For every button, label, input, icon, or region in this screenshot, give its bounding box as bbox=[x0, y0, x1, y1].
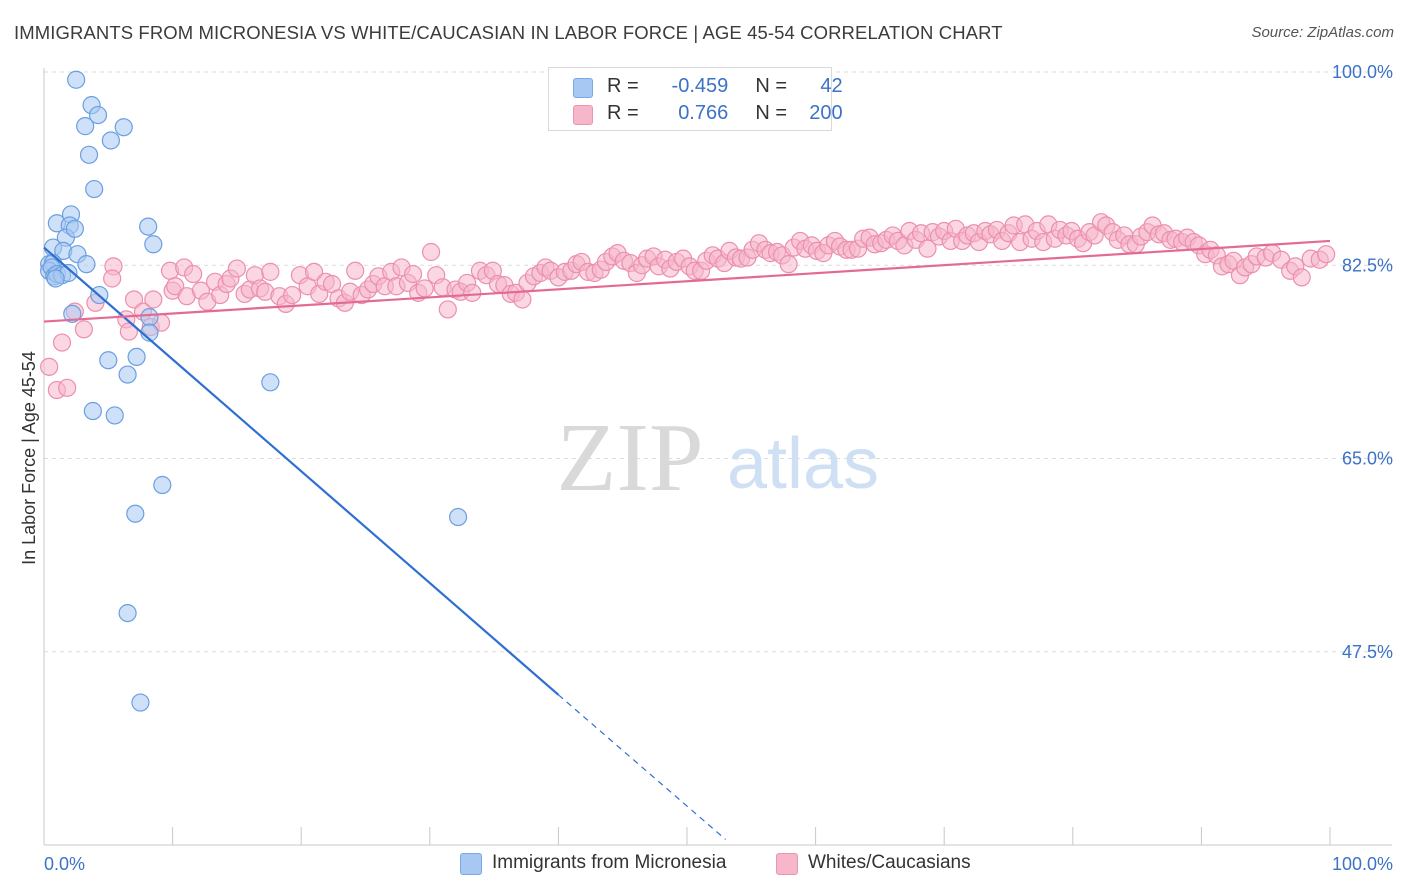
whites-point-67 bbox=[463, 283, 482, 302]
whites-point-57 bbox=[403, 264, 423, 284]
y-tick-label-3: 47.5% bbox=[1342, 642, 1393, 662]
x-tick-label-1: 100.0% bbox=[1332, 854, 1393, 874]
whites-point-59 bbox=[415, 279, 434, 298]
micronesia-point-35 bbox=[261, 373, 280, 392]
micronesia-point-3 bbox=[88, 105, 108, 125]
micronesia-point-29 bbox=[63, 304, 82, 323]
trend-line-whites bbox=[43, 239, 1331, 323]
micronesia-point-37 bbox=[105, 406, 124, 425]
whites-point-47 bbox=[346, 261, 365, 280]
whites-point-0 bbox=[40, 357, 59, 376]
y-axis-label: In Labor Force | Age 45-54 bbox=[19, 351, 39, 565]
micronesia-point-2 bbox=[76, 117, 95, 136]
whites-point-37 bbox=[283, 285, 302, 305]
micronesia-point-5 bbox=[114, 118, 133, 137]
micronesia-point-32 bbox=[99, 351, 118, 370]
legend-r-value: -0.459 bbox=[671, 75, 729, 97]
whites-point-120 bbox=[779, 255, 798, 274]
watermark: ZIP atlas bbox=[557, 404, 880, 512]
legend-r-label: R = bbox=[607, 102, 639, 124]
trend-line-micronesia bbox=[43, 246, 560, 696]
bottom-legend-swatch-pink bbox=[776, 853, 798, 875]
grid-lines bbox=[44, 71, 1392, 653]
whites-point-28 bbox=[227, 259, 246, 278]
legend-n-value: 200 bbox=[809, 102, 843, 124]
series-immigrants-micronesia bbox=[40, 70, 468, 712]
whites-point-3 bbox=[52, 333, 72, 352]
y-tick-label-1: 82.5% bbox=[1342, 255, 1393, 275]
whites-point-5 bbox=[74, 320, 93, 339]
axes bbox=[43, 68, 1392, 846]
micronesia-point-42 bbox=[131, 693, 150, 712]
whites-point-207 bbox=[1292, 268, 1311, 287]
whites-point-63 bbox=[438, 300, 457, 319]
whites-point-60 bbox=[421, 242, 441, 262]
watermark-zip: ZIP bbox=[557, 404, 704, 512]
micronesia-point-40 bbox=[448, 507, 468, 527]
trend-line-micronesia-extension bbox=[558, 694, 726, 840]
whites-point-8 bbox=[103, 269, 122, 288]
micronesia-point-27 bbox=[46, 269, 65, 288]
watermark-atlas: atlas bbox=[727, 424, 879, 504]
legend-swatch-pink bbox=[573, 105, 593, 125]
micronesia-point-39 bbox=[126, 504, 145, 523]
correlation-legend: R = -0.459 N = 42 R = 0.766 N = 200 bbox=[548, 67, 843, 131]
micronesia-point-14 bbox=[144, 235, 163, 254]
micronesia-point-13 bbox=[139, 217, 158, 236]
y-tick-label-2: 65.0% bbox=[1342, 449, 1393, 469]
micronesia-point-33 bbox=[127, 347, 146, 367]
whites-point-12 bbox=[119, 322, 138, 341]
tick-labels: 100.0% 82.5% 65.0% 47.5% 0.0% 100.0% bbox=[44, 62, 1393, 874]
micronesia-point-30 bbox=[140, 308, 159, 327]
trend-lines bbox=[43, 239, 1331, 840]
legend-n-value: 42 bbox=[820, 75, 843, 97]
whites-point-144 bbox=[918, 239, 937, 258]
whites-point-210 bbox=[1317, 245, 1336, 264]
bottom-legend-label: Immigrants from Micronesia bbox=[492, 852, 727, 873]
micronesia-point-6 bbox=[79, 145, 99, 164]
whites-point-21 bbox=[184, 264, 203, 284]
micronesia-point-36 bbox=[83, 401, 102, 421]
micronesia-point-34 bbox=[118, 365, 137, 384]
micronesia-point-0 bbox=[67, 70, 86, 89]
whites-point-40 bbox=[304, 262, 324, 281]
whites-point-10 bbox=[124, 290, 144, 309]
whites-point-18 bbox=[166, 277, 185, 296]
micronesia-point-7 bbox=[85, 179, 104, 199]
legend-n-label: N = bbox=[755, 75, 788, 97]
micronesia-point-18 bbox=[77, 255, 96, 274]
bottom-legend-swatch-blue bbox=[460, 853, 482, 875]
chart-title: IMMIGRANTS FROM MICRONESIA VS WHITE/CAUC… bbox=[14, 22, 1003, 43]
chart-source: Source: ZipAtlas.com bbox=[1251, 24, 1394, 41]
micronesia-point-41 bbox=[118, 603, 137, 623]
y-tick-label-0: 100.0% bbox=[1332, 62, 1393, 82]
micronesia-point-12 bbox=[65, 219, 84, 238]
series-whites-caucasians bbox=[40, 213, 1336, 400]
whites-point-2 bbox=[58, 378, 77, 397]
micronesia-point-38 bbox=[153, 475, 172, 495]
whites-point-75 bbox=[513, 290, 532, 309]
whites-point-14 bbox=[144, 290, 163, 309]
x-tick-label-0: 0.0% bbox=[44, 854, 85, 874]
legend-r-label: R = bbox=[607, 75, 639, 97]
legend-swatch-blue bbox=[573, 78, 593, 98]
micronesia-point-4 bbox=[101, 131, 120, 150]
legend-n-label: N = bbox=[755, 102, 788, 124]
bottom-legend-label: Whites/Caucasians bbox=[808, 852, 971, 873]
legend-r-value: 0.766 bbox=[678, 102, 729, 124]
whites-point-34 bbox=[261, 262, 280, 281]
